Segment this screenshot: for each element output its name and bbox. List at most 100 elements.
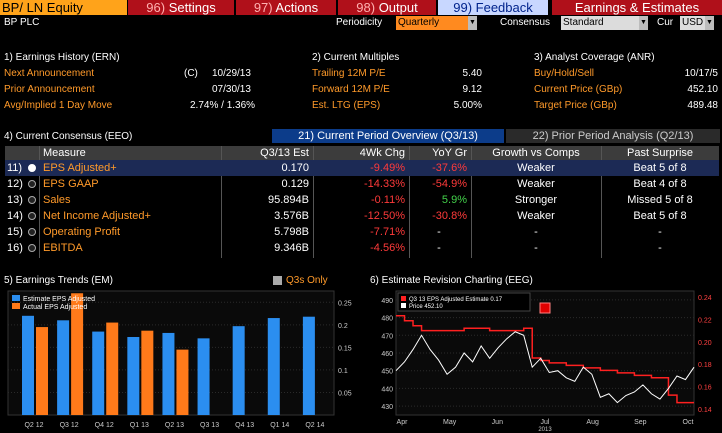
measure-name[interactable]: Net Income Adjusted+ xyxy=(43,210,151,222)
revision-chart: 430 440 450 460 470 480 490 0.14 0.16 0.18 0.20 0.2… xyxy=(381,290,712,431)
x-tick-label: Q2 13 xyxy=(165,422,184,429)
measure-name[interactable]: Sales xyxy=(43,194,71,206)
row-flag: (C) xyxy=(184,68,198,79)
col-surprise: Past Surprise xyxy=(626,147,694,159)
feedback-button[interactable]: 99) Feedback xyxy=(438,0,548,15)
row-value: 452.10 xyxy=(687,84,718,95)
header-row: BP PLC Periodicity Quarterly ▼ Consensus… xyxy=(0,16,722,32)
x-tick-label: Oct xyxy=(683,419,694,426)
q3s-only-checkbox[interactable] xyxy=(273,276,282,285)
measure-name[interactable]: EPS GAAP xyxy=(43,178,99,190)
settings-button[interactable]: 96) Settings xyxy=(128,0,234,15)
settings-num: 96) xyxy=(146,0,166,15)
actual-bar xyxy=(106,322,119,415)
price-line xyxy=(395,331,695,404)
x-tick-label: Jun xyxy=(492,419,503,426)
table-row[interactable]: 11) EPS Adjusted+ 0.170 -9.49% -37.6% Weaker B… xyxy=(5,160,719,176)
row-number: 15) xyxy=(7,226,23,238)
x-tick-label: Jul xyxy=(541,419,550,426)
ticker-field[interactable]: BP/ LN Equity xyxy=(0,0,127,15)
y-left-tick: 490 xyxy=(381,298,393,305)
table-row[interactable]: 13) Sales 95.894B -0.11% 5.9% Stronger Missed … xyxy=(5,192,719,208)
consensus-title[interactable]: 4) Current Consensus (EEO) xyxy=(4,131,133,142)
chevron-down-icon[interactable]: ▼ xyxy=(468,16,477,30)
estimate-bar xyxy=(197,338,210,415)
row-value: 2.74% / 1.36% xyxy=(190,100,256,111)
tab-prior-period[interactable]: 22) Prior Period Analysis (Q2/13) xyxy=(506,129,720,143)
x-tick-label: Q1 13 xyxy=(130,422,149,429)
multiple-row: Trailing 12M P/E 5.40 xyxy=(312,68,482,79)
chg-value: -9.49% xyxy=(370,162,405,174)
actions-button[interactable]: 97) Actions xyxy=(236,0,336,15)
x-tick-label: Sep xyxy=(634,419,647,426)
row-label: Avg/Implied 1 Day Move xyxy=(4,100,113,111)
table-row[interactable]: 16) EBITDA 9.346B -4.56% - - - xyxy=(5,240,719,256)
output-button[interactable]: 98) Output xyxy=(338,0,436,15)
y-right-tick: 0.16 xyxy=(698,385,712,392)
chevron-down-icon[interactable]: ▼ xyxy=(705,16,714,30)
legend-label: Estimate EPS Adjusted xyxy=(23,296,95,303)
prior-announcement-row: Prior Announcement 07/30/13 xyxy=(4,84,264,95)
row-label: Target Price (GBp) xyxy=(534,100,617,111)
y-right-tick: 0.22 xyxy=(698,317,712,324)
row-radio[interactable] xyxy=(28,212,36,220)
actual-bar xyxy=(141,330,154,415)
est-value: 0.170 xyxy=(281,162,309,174)
x-tick-label: Q1 14 xyxy=(270,422,289,429)
row-radio[interactable] xyxy=(28,164,36,172)
row-value: 5.40 xyxy=(462,68,482,79)
measure-name[interactable]: EBITDA xyxy=(43,242,83,254)
table-row[interactable]: 12) EPS GAAP 0.129 -14.33% -54.9% Weaker Beat … xyxy=(5,176,719,192)
coverage-row: Buy/Hold/Sell 10/17/5 xyxy=(534,68,718,79)
earnings-trends-title[interactable]: 5) Earnings Trends (EM) xyxy=(4,275,113,286)
row-number: 16) xyxy=(7,242,23,254)
revision-chart-title[interactable]: 6) Estimate Revision Charting (EEG) xyxy=(370,275,533,286)
row-radio[interactable] xyxy=(28,244,36,252)
table-row[interactable]: 15) Operating Profit 5.798B -7.71% - - - xyxy=(5,224,719,240)
legend-box xyxy=(397,292,531,312)
next-announcement-row: Next Announcement (C) 10/29/13 xyxy=(4,68,264,79)
col-est: Q3/13 Est xyxy=(260,147,309,159)
x-tick-label: Q3 13 xyxy=(200,422,219,429)
measure-name[interactable]: Operating Profit xyxy=(43,226,121,238)
col-divider xyxy=(409,146,410,258)
row-radio[interactable] xyxy=(28,196,36,204)
row-number: 13) xyxy=(7,194,23,206)
row-value: 10/29/13 xyxy=(212,68,251,79)
multiple-row: Forward 12M P/E 9.12 xyxy=(312,84,482,95)
row-radio[interactable] xyxy=(28,228,36,236)
row-value: 489.48 xyxy=(687,100,718,111)
analyst-coverage-title[interactable]: 3) Analyst Coverage (ANR) xyxy=(534,52,655,63)
row-label: Prior Announcement xyxy=(4,84,95,95)
x-tick-label: Q2 14 xyxy=(305,422,324,429)
yoy-value: - xyxy=(437,242,441,254)
measure-name[interactable]: EPS Adjusted+ xyxy=(43,162,117,174)
comps-value: Weaker xyxy=(517,210,555,222)
consensus-select[interactable]: Standard xyxy=(561,16,639,30)
x-year-label: 2013 xyxy=(538,427,552,431)
actual-bar xyxy=(176,349,189,415)
y-left-tick: 460 xyxy=(381,351,393,358)
yoy-value: 5.9% xyxy=(441,194,467,206)
x-tick-label: Apr xyxy=(397,419,409,426)
col-divider xyxy=(39,146,40,258)
chevron-down-icon[interactable]: ▼ xyxy=(639,16,648,30)
earnings-marker-icon xyxy=(539,302,551,314)
tab-current-period[interactable]: 21) Current Period Overview (Q3/13) xyxy=(272,129,504,143)
row-radio[interactable] xyxy=(28,180,36,188)
currency-select[interactable]: USD xyxy=(680,16,705,30)
surprise-value: Beat 4 of 8 xyxy=(633,178,687,190)
row-value: 07/30/13 xyxy=(212,84,251,95)
output-num: 98) xyxy=(356,0,376,15)
consensus-label: Consensus xyxy=(500,17,551,28)
row-number: 12) xyxy=(7,178,23,190)
row-value: 5.00% xyxy=(453,100,482,111)
comps-value: Weaker xyxy=(517,162,555,174)
periodicity-select[interactable]: Quarterly xyxy=(396,16,468,30)
comps-value: Weaker xyxy=(517,178,555,190)
earnings-history-title[interactable]: 1) Earnings History (ERN) xyxy=(4,52,120,63)
top-toolbar: BP/ LN Equity 96) Settings 97) Actions 9… xyxy=(0,0,722,15)
table-row[interactable]: 14) Net Income Adjusted+ 3.576B -12.50% -30.… xyxy=(5,208,719,224)
chg-value: -0.11% xyxy=(370,194,405,206)
col-measure: Measure xyxy=(43,147,86,159)
